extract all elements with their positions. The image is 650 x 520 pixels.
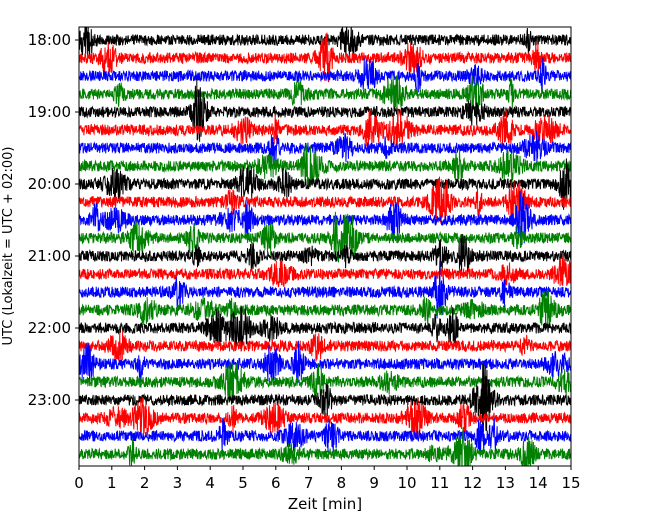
x-tick-label: 11: [430, 474, 449, 492]
trace-2045: [79, 211, 571, 263]
trace-2215: [79, 330, 571, 363]
x-tick-label: 5: [238, 474, 248, 492]
trace-1900: [79, 79, 571, 142]
trace-2030: [79, 190, 571, 248]
y-tick-label: 21:00: [28, 247, 71, 265]
x-tick-label: 9: [369, 474, 379, 492]
trace-2100: [79, 233, 571, 273]
trace-2130: [79, 260, 571, 319]
y-tick-label: 23:00: [28, 391, 71, 409]
trace-2115: [79, 252, 571, 288]
x-tick-label: 7: [304, 474, 314, 492]
x-axis: 0 1 2 3 4 5 6 7 8 9 10 11 12 13 14 15: [74, 466, 581, 492]
x-tick-label: 13: [496, 474, 515, 492]
trace-2145: [79, 290, 571, 330]
x-tick-label: 2: [140, 474, 150, 492]
x-tick-label: 12: [463, 474, 482, 492]
trace-2245: [79, 362, 571, 403]
seismic-traces: [79, 27, 571, 466]
trace-1845: [79, 75, 571, 117]
x-tick-label: 6: [271, 474, 281, 492]
x-tick-label: 10: [397, 474, 416, 492]
trace-1815: [79, 32, 571, 83]
trace-2230: [79, 340, 571, 384]
trace-2200: [79, 305, 571, 351]
x-tick-label: 8: [337, 474, 347, 492]
y-tick-label: 19:00: [28, 103, 71, 121]
trace-2330: [79, 417, 571, 456]
x-tick-label: 0: [74, 474, 84, 492]
x-tick-label: 1: [107, 474, 117, 492]
trace-2345: [79, 426, 571, 466]
trace-1915: [79, 109, 571, 150]
trace-1830: [79, 57, 571, 95]
y-tick-label: 22:00: [28, 319, 71, 337]
trace-1930: [79, 130, 571, 166]
x-tick-label: 15: [561, 474, 580, 492]
x-tick-label: 14: [529, 474, 548, 492]
trace-2315: [79, 396, 571, 440]
plot-frame: [78, 26, 572, 467]
y-tick-label: 20:00: [28, 175, 71, 193]
trace-2015: [79, 176, 571, 225]
trace-1945: [79, 143, 571, 189]
x-tick-label: 3: [173, 474, 183, 492]
x-axis-label: Zeit [min]: [288, 495, 362, 513]
y-tick-label: 18:00: [28, 31, 71, 49]
trace-2000: [79, 158, 571, 210]
x-tick-label: 4: [205, 474, 215, 492]
y-axis: 18:00 19:00 20:00 21:00 22:00 23:00: [28, 31, 79, 409]
y-axis-label: UTC (Lokalzeit = UTC + 02:00): [1, 147, 16, 346]
